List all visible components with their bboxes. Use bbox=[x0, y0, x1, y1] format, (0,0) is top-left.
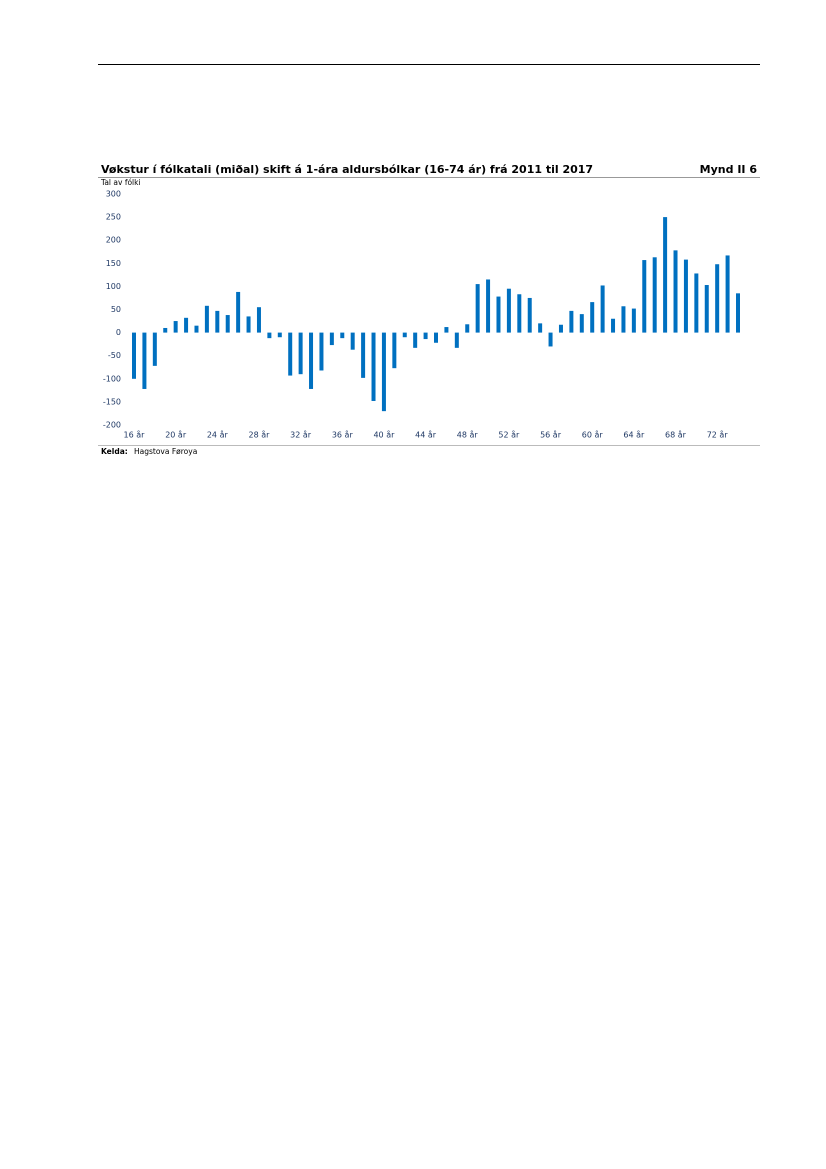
bar bbox=[611, 318, 616, 333]
bar bbox=[506, 288, 511, 333]
bar bbox=[194, 325, 199, 333]
x-tick-label: 20 år bbox=[165, 430, 187, 440]
bar bbox=[163, 327, 168, 333]
y-tick-label: 250 bbox=[106, 213, 121, 222]
bar bbox=[621, 306, 626, 333]
x-tick-label: 72 år bbox=[707, 430, 729, 440]
bar bbox=[590, 302, 595, 333]
bar bbox=[152, 332, 157, 366]
bar bbox=[392, 332, 397, 369]
bar bbox=[402, 332, 407, 338]
bar bbox=[725, 255, 730, 333]
bar bbox=[132, 332, 136, 379]
bar bbox=[683, 259, 688, 333]
bar bbox=[454, 332, 459, 348]
bar bbox=[215, 310, 220, 333]
bar bbox=[642, 260, 647, 333]
bar bbox=[423, 332, 428, 340]
y-tick-label: 100 bbox=[106, 282, 121, 291]
bar bbox=[267, 332, 272, 339]
bar bbox=[517, 294, 522, 333]
bar bbox=[673, 250, 678, 333]
bar bbox=[631, 308, 636, 333]
y-tick-label: 300 bbox=[106, 190, 121, 199]
bar bbox=[527, 297, 532, 333]
bar bbox=[371, 332, 376, 401]
bar bbox=[434, 332, 438, 343]
bar bbox=[663, 217, 668, 333]
bar bbox=[173, 321, 178, 333]
x-tick-label: 64 år bbox=[623, 430, 645, 440]
y-tick-label: -100 bbox=[103, 374, 121, 383]
x-tick-label: 60 år bbox=[582, 430, 604, 440]
bar bbox=[694, 273, 699, 333]
bar bbox=[715, 264, 720, 333]
x-tick-label: 56 år bbox=[540, 430, 562, 440]
bar bbox=[236, 291, 241, 333]
bar bbox=[142, 332, 147, 389]
bar bbox=[600, 285, 605, 333]
y-tick-label: 0 bbox=[116, 328, 121, 337]
x-tick-label: 28 år bbox=[249, 430, 271, 440]
bar bbox=[225, 315, 230, 333]
bar bbox=[486, 279, 491, 333]
y-tick-label: -50 bbox=[108, 351, 121, 360]
source-label: Kelda: bbox=[101, 447, 128, 456]
x-tick-label: 16 år bbox=[124, 430, 146, 440]
y-axis-label: Tal av fólki bbox=[100, 178, 141, 187]
x-tick-label: 68 år bbox=[665, 430, 687, 440]
bar bbox=[361, 332, 366, 378]
bar bbox=[548, 332, 553, 347]
bar bbox=[413, 332, 418, 348]
bar bbox=[465, 324, 470, 333]
bar bbox=[298, 332, 303, 375]
y-tick-label: 50 bbox=[111, 305, 121, 314]
y-tick-label: 150 bbox=[106, 259, 121, 268]
bar bbox=[350, 332, 355, 350]
x-tick-label: 52 år bbox=[498, 430, 520, 440]
bar bbox=[475, 284, 480, 333]
bar bbox=[736, 293, 740, 333]
bar bbox=[558, 324, 563, 333]
bar bbox=[319, 332, 324, 371]
y-tick-label: 200 bbox=[106, 236, 121, 245]
bar bbox=[579, 314, 584, 333]
x-tick-label: 44 år bbox=[415, 430, 437, 440]
x-tick-label: 32 år bbox=[290, 430, 312, 440]
figure-label: Mynd II 6 bbox=[700, 163, 758, 176]
bar bbox=[704, 285, 709, 333]
bar bbox=[204, 305, 209, 333]
bar bbox=[496, 296, 501, 333]
bar bbox=[277, 332, 282, 338]
bar bbox=[288, 332, 293, 376]
y-tick-label: -200 bbox=[103, 421, 121, 430]
bar bbox=[569, 310, 574, 333]
bar bbox=[309, 332, 314, 389]
bar bbox=[538, 323, 543, 333]
bar bbox=[381, 332, 386, 412]
bar bbox=[340, 332, 345, 339]
x-tick-label: 36 år bbox=[332, 430, 354, 440]
bar bbox=[184, 317, 189, 333]
bar bbox=[246, 316, 251, 333]
x-tick-label: 40 år bbox=[373, 430, 395, 440]
source: Hagstova Føroya bbox=[134, 447, 197, 456]
y-tick-label: -150 bbox=[103, 397, 121, 406]
bar bbox=[652, 257, 657, 333]
bar bbox=[444, 327, 449, 333]
bar bbox=[256, 307, 261, 333]
bar bbox=[329, 332, 334, 346]
chart-title: Vøkstur í fólkatali (miðal) skift á 1-ár… bbox=[101, 163, 593, 176]
x-tick-label: 24 år bbox=[207, 430, 229, 440]
x-tick-label: 48 år bbox=[457, 430, 479, 440]
